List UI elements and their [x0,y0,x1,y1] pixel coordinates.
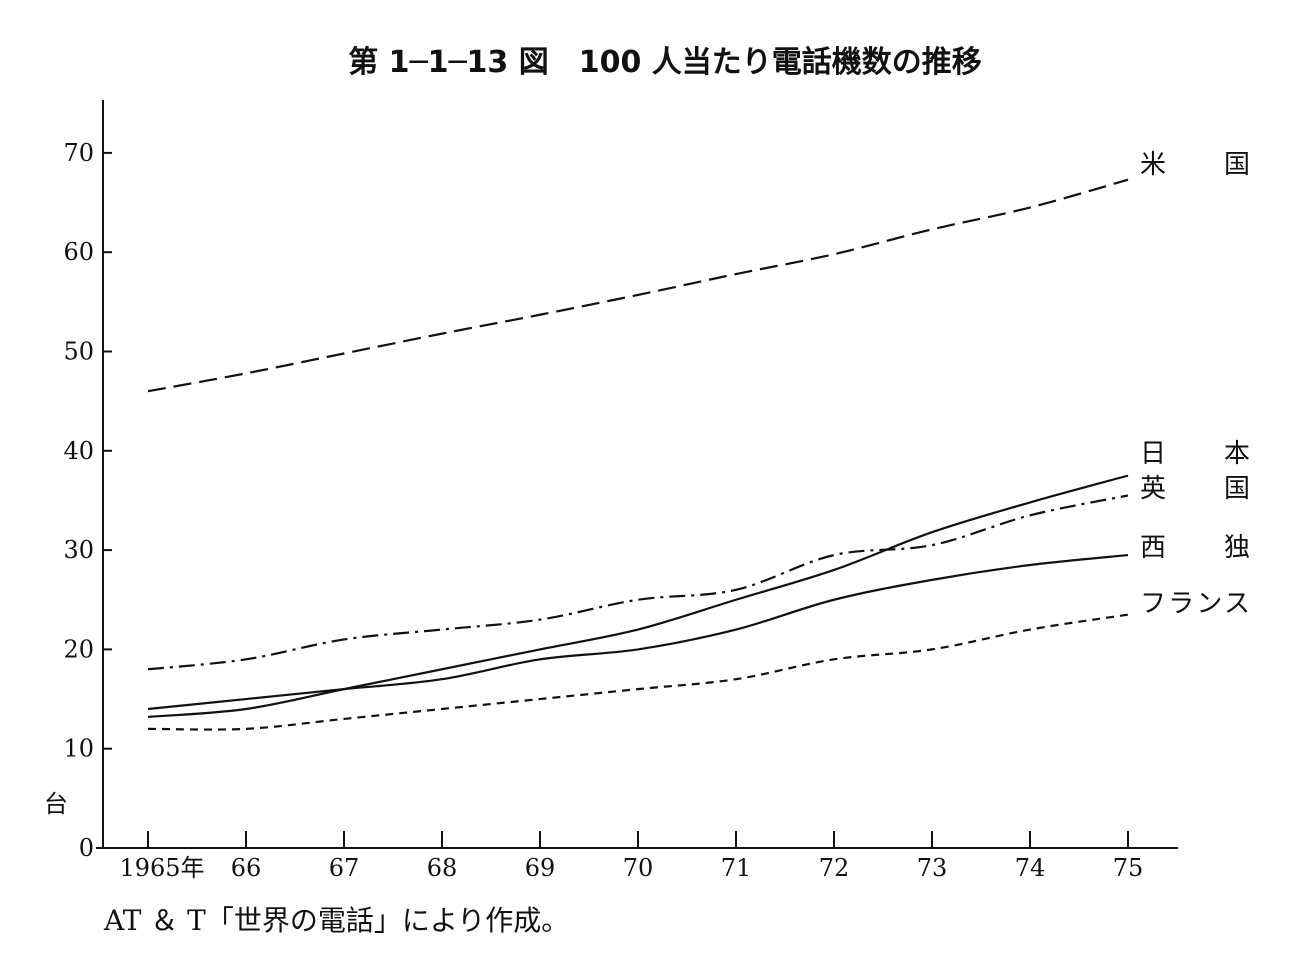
y-tick-label: 20 [63,635,94,663]
series-line-5 [147,613,1129,731]
x-tick-label: 67 [329,854,360,882]
y-axis-ticks: 0 10 20 30 40 50 60 70 [63,139,112,862]
series-label-1: 米 国 [1140,150,1250,180]
series-label-4: 西 独 [1140,533,1250,563]
y-tick-label: 60 [63,238,94,266]
y-tick-label: 50 [63,338,94,366]
series-label-5: フランス [1140,589,1250,619]
series-label-2: 日 本 [1140,439,1250,469]
series-lines [147,178,1129,731]
x-axis-ticks: 1965年 66 67 68 69 70 71 72 73 74 75 [119,831,1143,882]
y-tick-label: 10 [63,735,94,763]
y-tick-label: 0 [79,834,94,862]
x-tick-label: 73 [917,854,948,882]
y-tick-label: 70 [63,139,94,167]
x-tick-label: 75 [1113,854,1144,882]
y-axis-label: 台 [44,790,68,818]
x-tick-label: 1965年 [119,854,204,882]
x-tick-label: 74 [1015,854,1046,882]
x-tick-label: 72 [819,854,850,882]
x-tick-label: 69 [525,854,556,882]
y-tick-label: 40 [63,437,94,465]
series-label-3: 英 国 [1140,474,1250,504]
y-tick-label: 30 [63,536,94,564]
series-line-3 [147,494,1129,671]
series-line-4 [147,553,1129,711]
x-tick-label: 70 [623,854,654,882]
series-line-1 [147,178,1129,393]
x-tick-label: 68 [427,854,458,882]
chart-title: 第 1─1─13 図 100 人当たり電話機数の推移 [348,45,982,80]
source-note: AT ＆ T「世界の電話」により作成。 [103,904,569,937]
series-line-2 [147,474,1129,719]
x-tick-label: 71 [721,854,752,882]
x-tick-label: 66 [231,854,262,882]
